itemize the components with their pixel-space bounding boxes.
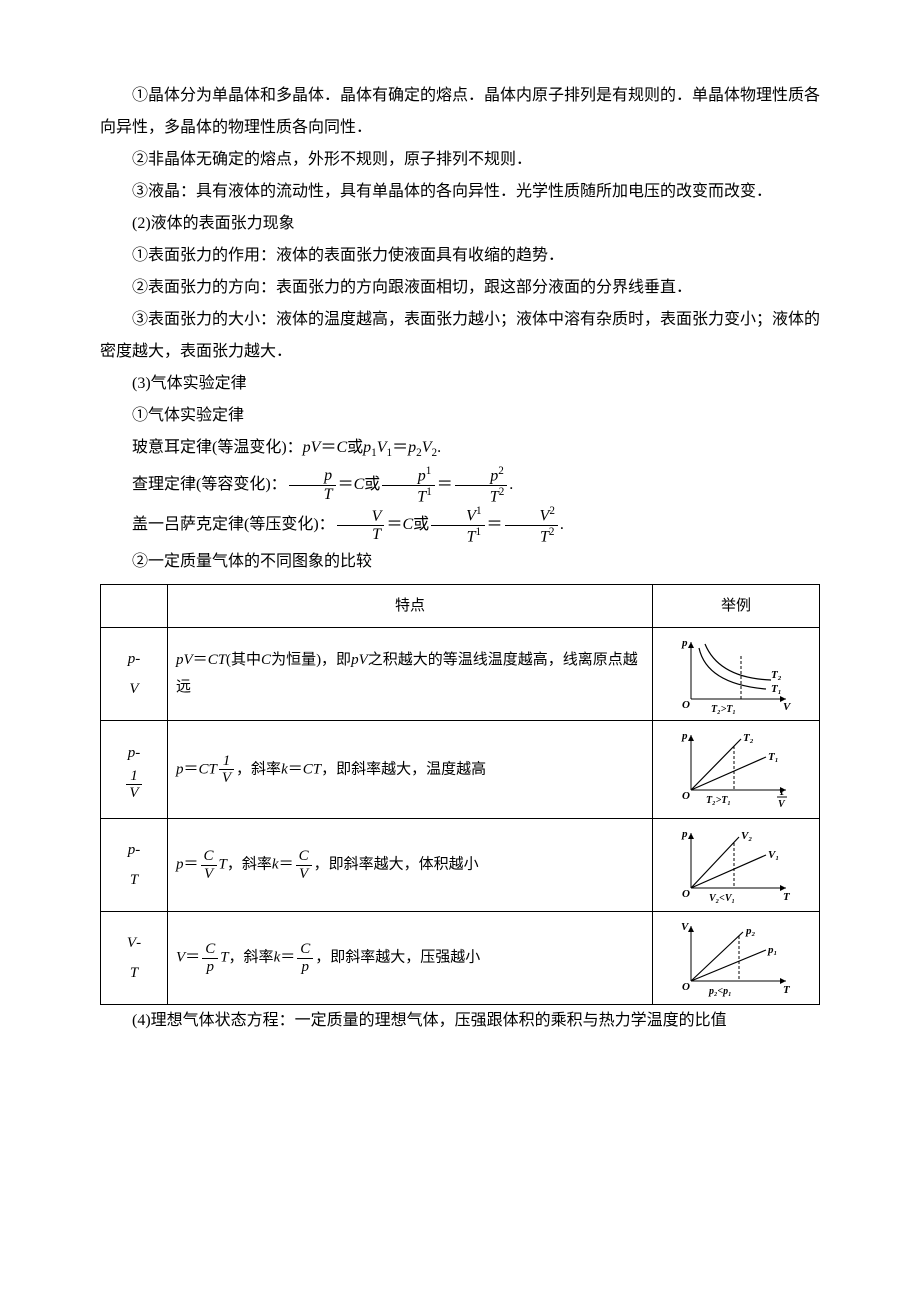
- row4-label: V-T: [101, 912, 168, 1005]
- header-feature: 特点: [168, 585, 653, 628]
- law-gaylussac-prefix: 盖一吕萨克定律(等压变化)：: [132, 517, 335, 534]
- svg-text:p: p: [681, 637, 688, 649]
- para-4: (2)液体的表面张力现象: [100, 208, 820, 240]
- para-7: ③表面张力的大小：液体的温度越高，表面张力越小；液体中溶有杂质时，表面张力变小；…: [100, 304, 820, 368]
- v-t-graph: V T O p₂ p₁ p₂<p₁: [671, 918, 801, 998]
- row1-text: pV＝CT(其中C为恒量)，即pV之积越大的等温线温度越高，线离原点越远: [168, 628, 653, 721]
- svg-text:V: V: [783, 701, 792, 713]
- para-6: ②表面张力的方向：表面张力的方向跟液面相切，跟这部分液面的分界线垂直．: [100, 272, 820, 304]
- law-boyle: 玻意耳定律(等温变化)：pV＝C或p1V1＝p2V2.: [100, 432, 820, 465]
- svg-text:p: p: [681, 730, 688, 742]
- row1-graph: p V O T₂ T₁ T₂>T₁: [653, 628, 820, 721]
- row3-label: p-T: [101, 819, 168, 912]
- law-charles: 查理定律(等容变化)：pT＝C或p1T1＝p2T2.: [100, 465, 820, 506]
- row4-text: V＝CpT，斜率k＝Cp，即斜率越大，压强越小: [168, 912, 653, 1005]
- svg-text:T₁: T₁: [771, 683, 782, 695]
- table-row: p-1V p＝CT1V，斜率k＝CT，即斜率越大，温度越高 p O T₂ T₁ …: [101, 721, 820, 819]
- row3-graph: p T O V₂ V₁ V₂<V₁: [653, 819, 820, 912]
- svg-text:V: V: [778, 799, 786, 810]
- row2-label: p-1V: [101, 721, 168, 819]
- para-9: ①气体实验定律: [100, 400, 820, 432]
- pv-isotherm-graph: p V O T₂ T₁ T₂>T₁: [671, 634, 801, 714]
- svg-text:1: 1: [779, 787, 784, 798]
- svg-text:T: T: [783, 891, 791, 903]
- p-t-graph: p T O V₂ V₁ V₂<V₁: [671, 825, 801, 905]
- table-row: p-T p＝CVT，斜率k＝CV，即斜率越大，体积越小 p T O V₂ V₁ …: [101, 819, 820, 912]
- table-row: p-V pV＝CT(其中C为恒量)，即pV之积越大的等温线温度越高，线离原点越远…: [101, 628, 820, 721]
- para-2: ②非晶体无确定的熔点，外形不规则，原子排列不规则．: [100, 144, 820, 176]
- svg-text:O: O: [682, 981, 690, 993]
- svg-text:O: O: [682, 888, 690, 900]
- para-13: ②一定质量气体的不同图象的比较: [100, 546, 820, 578]
- svg-text:T₁: T₁: [768, 751, 779, 763]
- law-charles-prefix: 查理定律(等容变化)：: [132, 476, 287, 493]
- row2-text: p＝CT1V，斜率k＝CT，即斜率越大，温度越高: [168, 721, 653, 819]
- comparison-table: 特点 举例 p-V pV＝CT(其中C为恒量)，即pV之积越大的等温线温度越高，…: [100, 584, 820, 1005]
- svg-text:O: O: [682, 699, 690, 711]
- svg-text:V₂: V₂: [741, 830, 752, 842]
- svg-text:p₂<p₁: p₂<p₁: [708, 986, 732, 997]
- para-1: ①晶体分为单晶体和多晶体．晶体有确定的熔点．晶体内原子排列是有规则的．单晶体物理…: [100, 80, 820, 144]
- svg-text:T₂>T₁: T₂>T₁: [706, 795, 731, 806]
- row2-graph: p O T₂ T₁ T₂>T₁ 1 V: [653, 721, 820, 819]
- svg-text:T: T: [783, 984, 791, 996]
- para-3: ③液晶：具有液体的流动性，具有单晶体的各向异性．光学性质随所加电压的改变而改变．: [100, 176, 820, 208]
- law-gaylussac: 盖一吕萨克定律(等压变化)：VT＝C或V1T1＝V2T2.: [100, 505, 820, 546]
- svg-text:V₂<V₁: V₂<V₁: [709, 893, 735, 904]
- svg-text:O: O: [682, 790, 690, 802]
- para-8: (3)气体实验定律: [100, 368, 820, 400]
- svg-text:p: p: [681, 828, 688, 840]
- row1-label: p-V: [101, 628, 168, 721]
- para-14: (4)理想气体状态方程：一定质量的理想气体，压强跟体积的乘积与热力学温度的比值: [100, 1005, 820, 1037]
- table-row: V-T V＝CpT，斜率k＝Cp，即斜率越大，压强越小 V T O p₂ p₁ …: [101, 912, 820, 1005]
- header-example: 举例: [653, 585, 820, 628]
- para-5: ①表面张力的作用：液体的表面张力使液面具有收缩的趋势．: [100, 240, 820, 272]
- table-header-row: 特点 举例: [101, 585, 820, 628]
- law-boyle-prefix: 玻意耳定律(等温变化)：: [132, 439, 303, 456]
- svg-text:p₁: p₁: [767, 944, 777, 956]
- svg-text:p₂: p₂: [745, 925, 756, 937]
- svg-text:T₂>T₁: T₂>T₁: [711, 704, 736, 714]
- header-blank: [101, 585, 168, 628]
- row3-text: p＝CVT，斜率k＝CV，即斜率越大，体积越小: [168, 819, 653, 912]
- row4-graph: V T O p₂ p₁ p₂<p₁: [653, 912, 820, 1005]
- svg-text:T₂: T₂: [743, 732, 754, 744]
- p-inv-v-graph: p O T₂ T₁ T₂>T₁ 1 V: [671, 727, 801, 812]
- svg-text:V₁: V₁: [768, 849, 779, 861]
- svg-text:T₂: T₂: [771, 669, 782, 681]
